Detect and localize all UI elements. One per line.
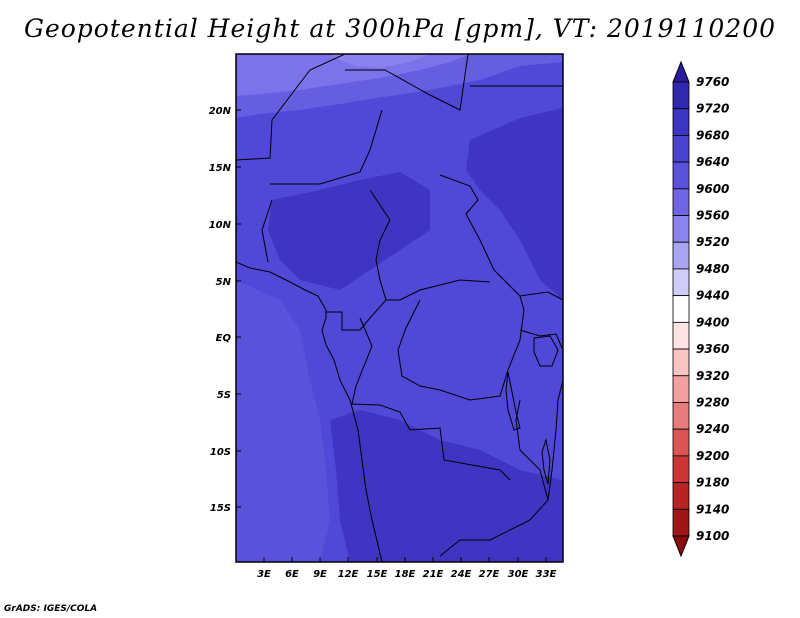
colorbar-segment (672, 241, 690, 270)
lake-malawi (541, 438, 551, 485)
border-line-d (270, 109, 383, 185)
colorbar-level-label: 9100 (696, 529, 729, 543)
coastlines-borders (236, 54, 563, 562)
map-frame (235, 53, 564, 563)
colorbar-level-label: 9520 (696, 235, 729, 249)
lon-label: 15E (367, 569, 388, 580)
colorbar-level-label: 9400 (696, 315, 729, 329)
border-line-j (397, 295, 525, 401)
colorbar-level-label: 9440 (696, 289, 729, 303)
map-title: Geopotential Height at 300hPa [gpm], VT:… (23, 14, 777, 43)
border-line-h (326, 299, 387, 331)
border-line-l (439, 399, 549, 557)
colorbar-segment (672, 348, 690, 377)
colorbar-level-label: 9240 (696, 422, 729, 436)
field-north-top (330, 54, 430, 68)
colorbar-level-label: 9680 (696, 128, 729, 142)
field-core-north (268, 172, 430, 290)
colorbar-level-label: 9560 (696, 209, 729, 223)
lon-label: 9E (313, 569, 327, 580)
border-line-a (236, 54, 346, 161)
colorbar-segment (672, 508, 690, 537)
east-coast (547, 379, 563, 501)
height-field (236, 54, 563, 562)
colorbar-level-label: 9760 (696, 75, 729, 89)
colorbar-level-label: 9720 (696, 102, 729, 116)
lon-label: 6E (285, 569, 299, 580)
field-core-east (466, 108, 563, 300)
field-core-south (330, 410, 563, 562)
lat-label: 10N (209, 220, 232, 231)
colorbar-level-label: 9360 (696, 342, 729, 356)
colorbar-level-label: 9200 (696, 449, 729, 463)
colorbar-level-label: 9140 (696, 502, 729, 516)
colorbar-segment (672, 321, 690, 350)
lon-label: 24E (451, 569, 472, 580)
colorbar-segment (672, 268, 690, 297)
colorbar-segment (672, 188, 690, 216)
lon-label: 30E (508, 569, 529, 580)
border-line-k (519, 329, 563, 351)
lat-label: 5N (216, 277, 232, 288)
colorbar-level-label: 9320 (696, 369, 729, 383)
colorbar-segment (672, 135, 690, 163)
border-line-e (261, 199, 273, 263)
west-africa-coast (236, 261, 383, 562)
longitude-ticks (263, 557, 547, 562)
longitude-labels: 3E 6E 9E 12E 15E 18E 21E 24E 27E 30E 33E (257, 569, 556, 580)
colorbar-level-label: 9480 (696, 262, 729, 276)
lake-victoria (533, 335, 559, 367)
colorbar-level-label: 9600 (696, 182, 729, 196)
lon-label: 18E (395, 569, 416, 580)
colorbar-level-label: 9280 (696, 395, 729, 409)
field-ocean-lighter (236, 280, 330, 562)
colorbar-level-label: 9640 (696, 155, 729, 169)
lake-tanganyika (505, 371, 521, 431)
colorbar-labels: 9760 9720 9680 9640 9600 9560 9520 9480 9440 9400… (696, 75, 729, 543)
colorbar-segment (672, 482, 690, 510)
field-north-high (236, 54, 470, 96)
colorbar-bottom-arrow (672, 535, 690, 558)
colorbar-segment (672, 428, 690, 457)
colorbar-segment (672, 215, 690, 243)
colorbar-segment (672, 81, 690, 110)
border-line-i (351, 317, 511, 481)
colorbar-segment (672, 108, 690, 136)
colorbar-segment (672, 295, 690, 323)
colorbar (672, 60, 690, 558)
lat-label: 20N (209, 106, 232, 117)
latitude-labels: 20N 15N 10N 5N EQ 5S 10S 15S (209, 106, 232, 514)
lon-label: 12E (338, 569, 359, 580)
lon-label: 27E (479, 569, 500, 580)
colorbar-segment (672, 375, 690, 403)
lat-label: 5S (217, 390, 231, 401)
lon-label: 33E (536, 569, 557, 580)
lat-label: 15S (210, 503, 231, 514)
colorbar-level-label: 9180 (696, 476, 729, 490)
latitude-ticks (236, 109, 241, 508)
border-line-b (345, 54, 469, 111)
colorbar-segment (672, 402, 690, 430)
colorbar-top-arrow (672, 60, 690, 83)
lat-label: 15N (209, 163, 232, 174)
colorbar-segment (672, 455, 690, 483)
lon-label: 21E (423, 569, 444, 580)
colorbar-segment (672, 161, 690, 190)
lat-label: EQ (216, 333, 232, 344)
lat-label: 10S (210, 447, 231, 458)
lon-label: 3E (257, 569, 271, 580)
border-line-g (439, 174, 563, 301)
grads-credit: GrADS: IGES/COLA (4, 604, 98, 614)
border-line-f (369, 189, 491, 301)
